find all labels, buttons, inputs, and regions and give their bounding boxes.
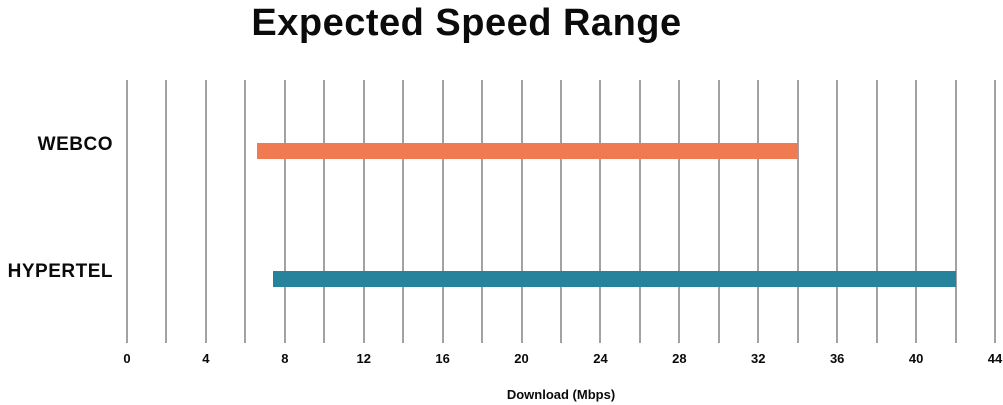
gridline	[283, 80, 286, 343]
gridline	[994, 80, 996, 343]
gridline	[441, 80, 444, 343]
gridline	[520, 80, 523, 343]
gridline	[362, 80, 365, 343]
gridline	[796, 80, 799, 343]
gridline	[402, 80, 405, 343]
gridline	[126, 80, 128, 343]
plot-area	[126, 80, 996, 343]
gridline	[678, 80, 681, 343]
chart-title: Expected Speed Range	[251, 2, 682, 44]
gridline	[638, 80, 641, 343]
x-tick-label: 44	[987, 351, 1003, 366]
x-tick-label: 16	[435, 351, 450, 366]
gridline	[323, 80, 326, 343]
x-tick-label: 32	[751, 351, 766, 366]
gridline	[204, 80, 207, 343]
gridline	[717, 80, 720, 343]
x-tick-label: 4	[202, 351, 210, 366]
x-tick-label: 8	[281, 351, 289, 366]
gridline	[954, 80, 957, 343]
gridline	[560, 80, 562, 343]
x-tick-label: 20	[514, 351, 529, 366]
gridline	[599, 80, 602, 343]
x-tick-label: 12	[356, 351, 371, 366]
range-bar-hypertel	[272, 270, 956, 287]
x-tick-label: 28	[672, 351, 687, 366]
x-tick-label: 40	[908, 351, 924, 366]
gridline	[757, 80, 760, 343]
x-tick-label: 24	[593, 351, 608, 366]
x-tick-label: 0	[123, 351, 131, 366]
category-label-hypertel: HYPERTEL	[7, 260, 113, 282]
gridline	[481, 80, 484, 343]
gridline	[244, 80, 247, 343]
x-tick-label: 36	[829, 351, 845, 366]
gridline	[165, 80, 168, 343]
gridline	[836, 80, 839, 343]
gridline	[875, 80, 878, 343]
range-bar-webco	[257, 143, 798, 159]
category-label-webco: WEBCO	[37, 134, 113, 155]
gridline	[915, 80, 918, 343]
x-axis-title: Download (Mbps)	[506, 387, 616, 402]
